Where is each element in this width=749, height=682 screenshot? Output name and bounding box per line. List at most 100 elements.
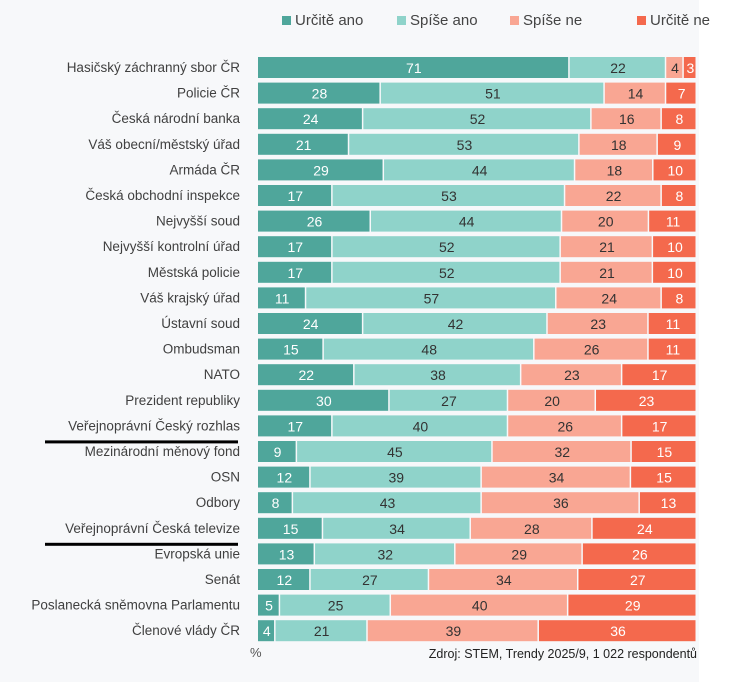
data-label: 52 <box>439 239 455 255</box>
data-label: 15 <box>657 444 673 460</box>
data-label: 28 <box>312 86 328 102</box>
bar-segment <box>538 620 696 642</box>
data-label: 21 <box>296 137 312 153</box>
data-label: 23 <box>590 316 606 332</box>
bar-segment <box>560 261 652 283</box>
bar-segment <box>332 236 560 258</box>
bar-segment <box>258 492 292 514</box>
data-label: 34 <box>496 572 512 588</box>
data-label: 14 <box>628 86 644 102</box>
bar-segment <box>258 466 310 488</box>
bar-segment <box>481 492 639 514</box>
data-label: 20 <box>544 393 560 409</box>
data-label: 10 <box>667 162 683 178</box>
data-label: 44 <box>472 162 488 178</box>
source-note: Zdroj: STEM, Trendy 2025/9, 1 022 respon… <box>429 647 697 661</box>
category-label: Ústavní soud <box>161 316 240 331</box>
data-label: 24 <box>601 290 617 306</box>
data-label: 27 <box>362 572 378 588</box>
data-label: 20 <box>598 214 614 230</box>
data-label: 11 <box>666 316 681 332</box>
data-label: 12 <box>277 572 293 588</box>
bar-segment <box>579 133 657 155</box>
data-label: 53 <box>441 188 457 204</box>
data-label: 17 <box>652 367 668 383</box>
bar-segment <box>622 415 696 437</box>
bar-segment <box>666 57 683 78</box>
category-label: Armáda ČR <box>169 162 240 177</box>
data-label: 8 <box>676 188 684 204</box>
data-label: 13 <box>279 546 295 562</box>
legend-label: Spíše ne <box>523 12 582 29</box>
data-label: 15 <box>283 521 299 537</box>
bar-segment <box>568 594 696 616</box>
category-underline <box>45 542 238 546</box>
bar-segment <box>280 594 390 616</box>
data-label: 17 <box>288 265 304 281</box>
data-label: 7 <box>678 86 686 102</box>
bar-segment <box>565 185 661 206</box>
bar-segment <box>556 287 661 309</box>
legend-swatch <box>510 16 519 25</box>
category-underline <box>45 440 238 444</box>
bar-segment <box>547 313 648 334</box>
bar-segment <box>657 133 696 155</box>
data-label: 8 <box>272 495 280 511</box>
bar-segment <box>661 287 696 309</box>
data-label: 29 <box>511 546 527 562</box>
data-label: 16 <box>619 111 635 127</box>
bar-segment <box>349 133 579 155</box>
category-label: Prezident republiky <box>125 393 240 408</box>
data-label: 26 <box>558 418 574 434</box>
data-label: 8 <box>676 111 684 127</box>
data-label: 40 <box>413 418 429 434</box>
category-label: Nejvyšší kontrolní úřad <box>103 239 240 254</box>
data-label: 21 <box>314 623 330 639</box>
bar-segment <box>258 287 305 309</box>
bar-segment <box>455 543 582 565</box>
bar-segment <box>258 159 383 181</box>
category-label: Váš krajský úřad <box>140 290 240 305</box>
bar-segment <box>683 57 696 78</box>
data-label: 43 <box>380 495 396 511</box>
data-label: 32 <box>554 444 570 460</box>
bar-segment <box>592 517 696 539</box>
bar-segment <box>258 108 362 130</box>
bar-segment <box>508 415 621 437</box>
data-label: 57 <box>424 290 440 306</box>
data-label: 51 <box>485 86 501 102</box>
bar-segment <box>297 441 492 462</box>
data-label: 24 <box>303 111 319 127</box>
bar-segment <box>562 210 648 232</box>
data-label: 27 <box>630 572 646 588</box>
bar-segment <box>534 338 648 360</box>
bar-segment <box>332 185 564 206</box>
data-label: 22 <box>610 60 626 76</box>
category-label: Evropská unie <box>154 546 240 561</box>
bar-segment <box>470 517 592 539</box>
bar-segment <box>575 159 653 181</box>
data-label: 8 <box>676 290 684 306</box>
category-label: NATO <box>204 367 240 382</box>
bar-segment <box>306 287 556 309</box>
bar-segment <box>666 82 696 104</box>
bar-segment <box>354 364 520 386</box>
bar-segment <box>622 364 696 386</box>
bar-segment <box>661 185 696 206</box>
bar-segment <box>258 338 323 360</box>
data-label: 4 <box>671 60 679 76</box>
bar-segment <box>596 389 696 411</box>
bar-segment <box>429 569 577 590</box>
bar-segment <box>389 389 507 411</box>
bar-segment <box>323 338 534 360</box>
data-label: 17 <box>288 418 304 434</box>
data-label: 29 <box>313 162 329 178</box>
bar-segment <box>332 261 560 283</box>
data-label: 21 <box>599 239 615 255</box>
data-label: 22 <box>606 188 622 204</box>
data-label: 28 <box>524 521 540 537</box>
legend-swatch <box>282 16 291 25</box>
bar-segment <box>604 82 665 104</box>
